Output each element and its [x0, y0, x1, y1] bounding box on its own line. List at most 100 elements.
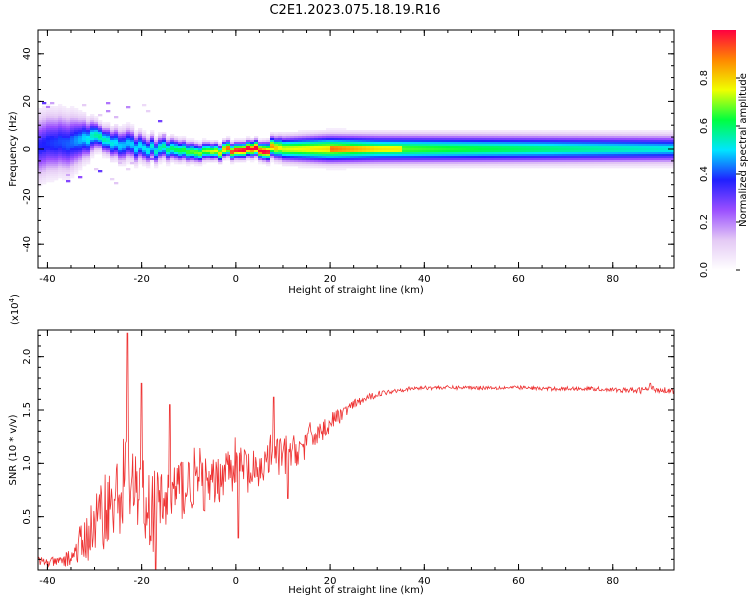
heatmap-cell: [330, 140, 335, 143]
heatmap-cell: [290, 150, 295, 153]
heatmap-cell: [650, 152, 655, 155]
heatmap-cell: [566, 134, 571, 137]
heatmap-cell: [606, 140, 611, 143]
heatmap-cell: [286, 144, 291, 147]
heatmap-cell: [510, 148, 515, 151]
heatmap-cell: [398, 164, 403, 167]
heatmap-cell: [146, 162, 151, 165]
heatmap-cell: [410, 144, 415, 147]
heatmap-cell: [42, 152, 47, 155]
heatmap-cell: [242, 152, 247, 155]
heatmap-cell: [130, 140, 135, 143]
heatmap-cell: [102, 134, 107, 137]
heatmap-cell: [138, 128, 143, 131]
heatmap-cell: [618, 166, 623, 169]
heatmap-cell: [262, 162, 267, 165]
heatmap-cell: [494, 164, 499, 167]
heatmap-cell: [130, 138, 135, 141]
heatmap-cell: [334, 132, 339, 135]
heatmap-cell: [490, 134, 495, 137]
heatmap-cell: [150, 150, 155, 153]
heatmap-cell: [94, 134, 99, 137]
heatmap-cell: [50, 130, 55, 133]
heatmap-cell: [50, 144, 55, 147]
heatmap-cell: [534, 158, 539, 161]
heatmap-cell: [354, 152, 359, 155]
heatmap-cell: [394, 136, 399, 139]
heatmap-cell: [406, 160, 411, 163]
heatmap-cell: [58, 158, 63, 161]
heatmap-cell: [618, 156, 623, 159]
heatmap-cell: [586, 134, 591, 137]
heatmap-cell: [510, 150, 515, 153]
heatmap-cell: [54, 136, 59, 139]
heatmap-cell: [394, 160, 399, 163]
heatmap-cell: [550, 140, 555, 143]
heatmap-cell: [62, 168, 67, 171]
heatmap-cell: [326, 152, 331, 155]
heatmap-cell: [402, 162, 407, 165]
heatmap-cell: [454, 132, 459, 135]
heatmap-cell: [326, 140, 331, 143]
heatmap-cell: [50, 168, 55, 171]
heatmap-cell: [158, 120, 163, 123]
heatmap-cell: [294, 132, 299, 135]
heatmap-cell: [166, 160, 171, 163]
heatmap-cell: [58, 162, 63, 165]
heatmap-cell: [102, 146, 107, 149]
heatmap-cell: [558, 140, 563, 143]
heatmap-cell: [46, 154, 51, 157]
heatmap-cell: [110, 142, 115, 145]
heatmap-cell: [582, 130, 587, 133]
heatmap-cell: [590, 148, 595, 151]
heatmap-cell: [46, 126, 51, 129]
heatmap-cell: [590, 140, 595, 143]
heatmap-cell: [438, 164, 443, 167]
heatmap-cell: [190, 148, 195, 151]
heatmap-cell: [482, 148, 487, 151]
heatmap-cell: [358, 154, 363, 157]
heatmap-cell: [394, 162, 399, 165]
heatmap-cell: [518, 146, 523, 149]
heatmap-cell: [114, 144, 119, 147]
heatmap-cell: [74, 170, 79, 173]
heatmap-cell: [538, 148, 543, 151]
heatmap-cell: [314, 148, 319, 151]
heatmap-cell: [470, 134, 475, 137]
heatmap-cell: [542, 160, 547, 163]
heatmap-cell: [42, 132, 47, 135]
heatmap-cell: [58, 172, 63, 175]
heatmap-cell: [94, 132, 99, 135]
heatmap-cell: [54, 138, 59, 141]
heatmap-cell: [370, 130, 375, 133]
heatmap-cell: [82, 158, 87, 161]
heatmap-cell: [658, 160, 663, 163]
heatmap-cell: [658, 152, 663, 155]
heatmap-cell: [94, 140, 99, 143]
heatmap-cell: [434, 150, 439, 153]
heatmap-cell: [290, 152, 295, 155]
heatmap-cell: [278, 144, 283, 147]
heatmap-cell: [438, 160, 443, 163]
heatmap-cell: [486, 150, 491, 153]
heatmap-cell: [138, 154, 143, 157]
heatmap-cell: [322, 164, 327, 167]
heatmap-cell: [98, 128, 103, 131]
heatmap-cell: [342, 168, 347, 171]
heatmap-cell: [286, 164, 291, 167]
x-tick-label: 80: [606, 274, 619, 285]
heatmap-cell: [518, 150, 523, 153]
heatmap-cell: [542, 142, 547, 145]
heatmap-cell: [110, 156, 115, 159]
heatmap-cell: [110, 158, 115, 161]
heatmap-cell: [338, 128, 343, 131]
heatmap-cell: [62, 146, 67, 149]
heatmap-cell: [38, 170, 43, 173]
heatmap-cell: [62, 154, 67, 157]
heatmap-cell: [282, 162, 287, 165]
heatmap-cell: [42, 182, 47, 185]
heatmap-cell: [50, 156, 55, 159]
heatmap-cell: [590, 146, 595, 149]
heatmap-cell: [46, 164, 51, 167]
heatmap-cell: [642, 156, 647, 159]
